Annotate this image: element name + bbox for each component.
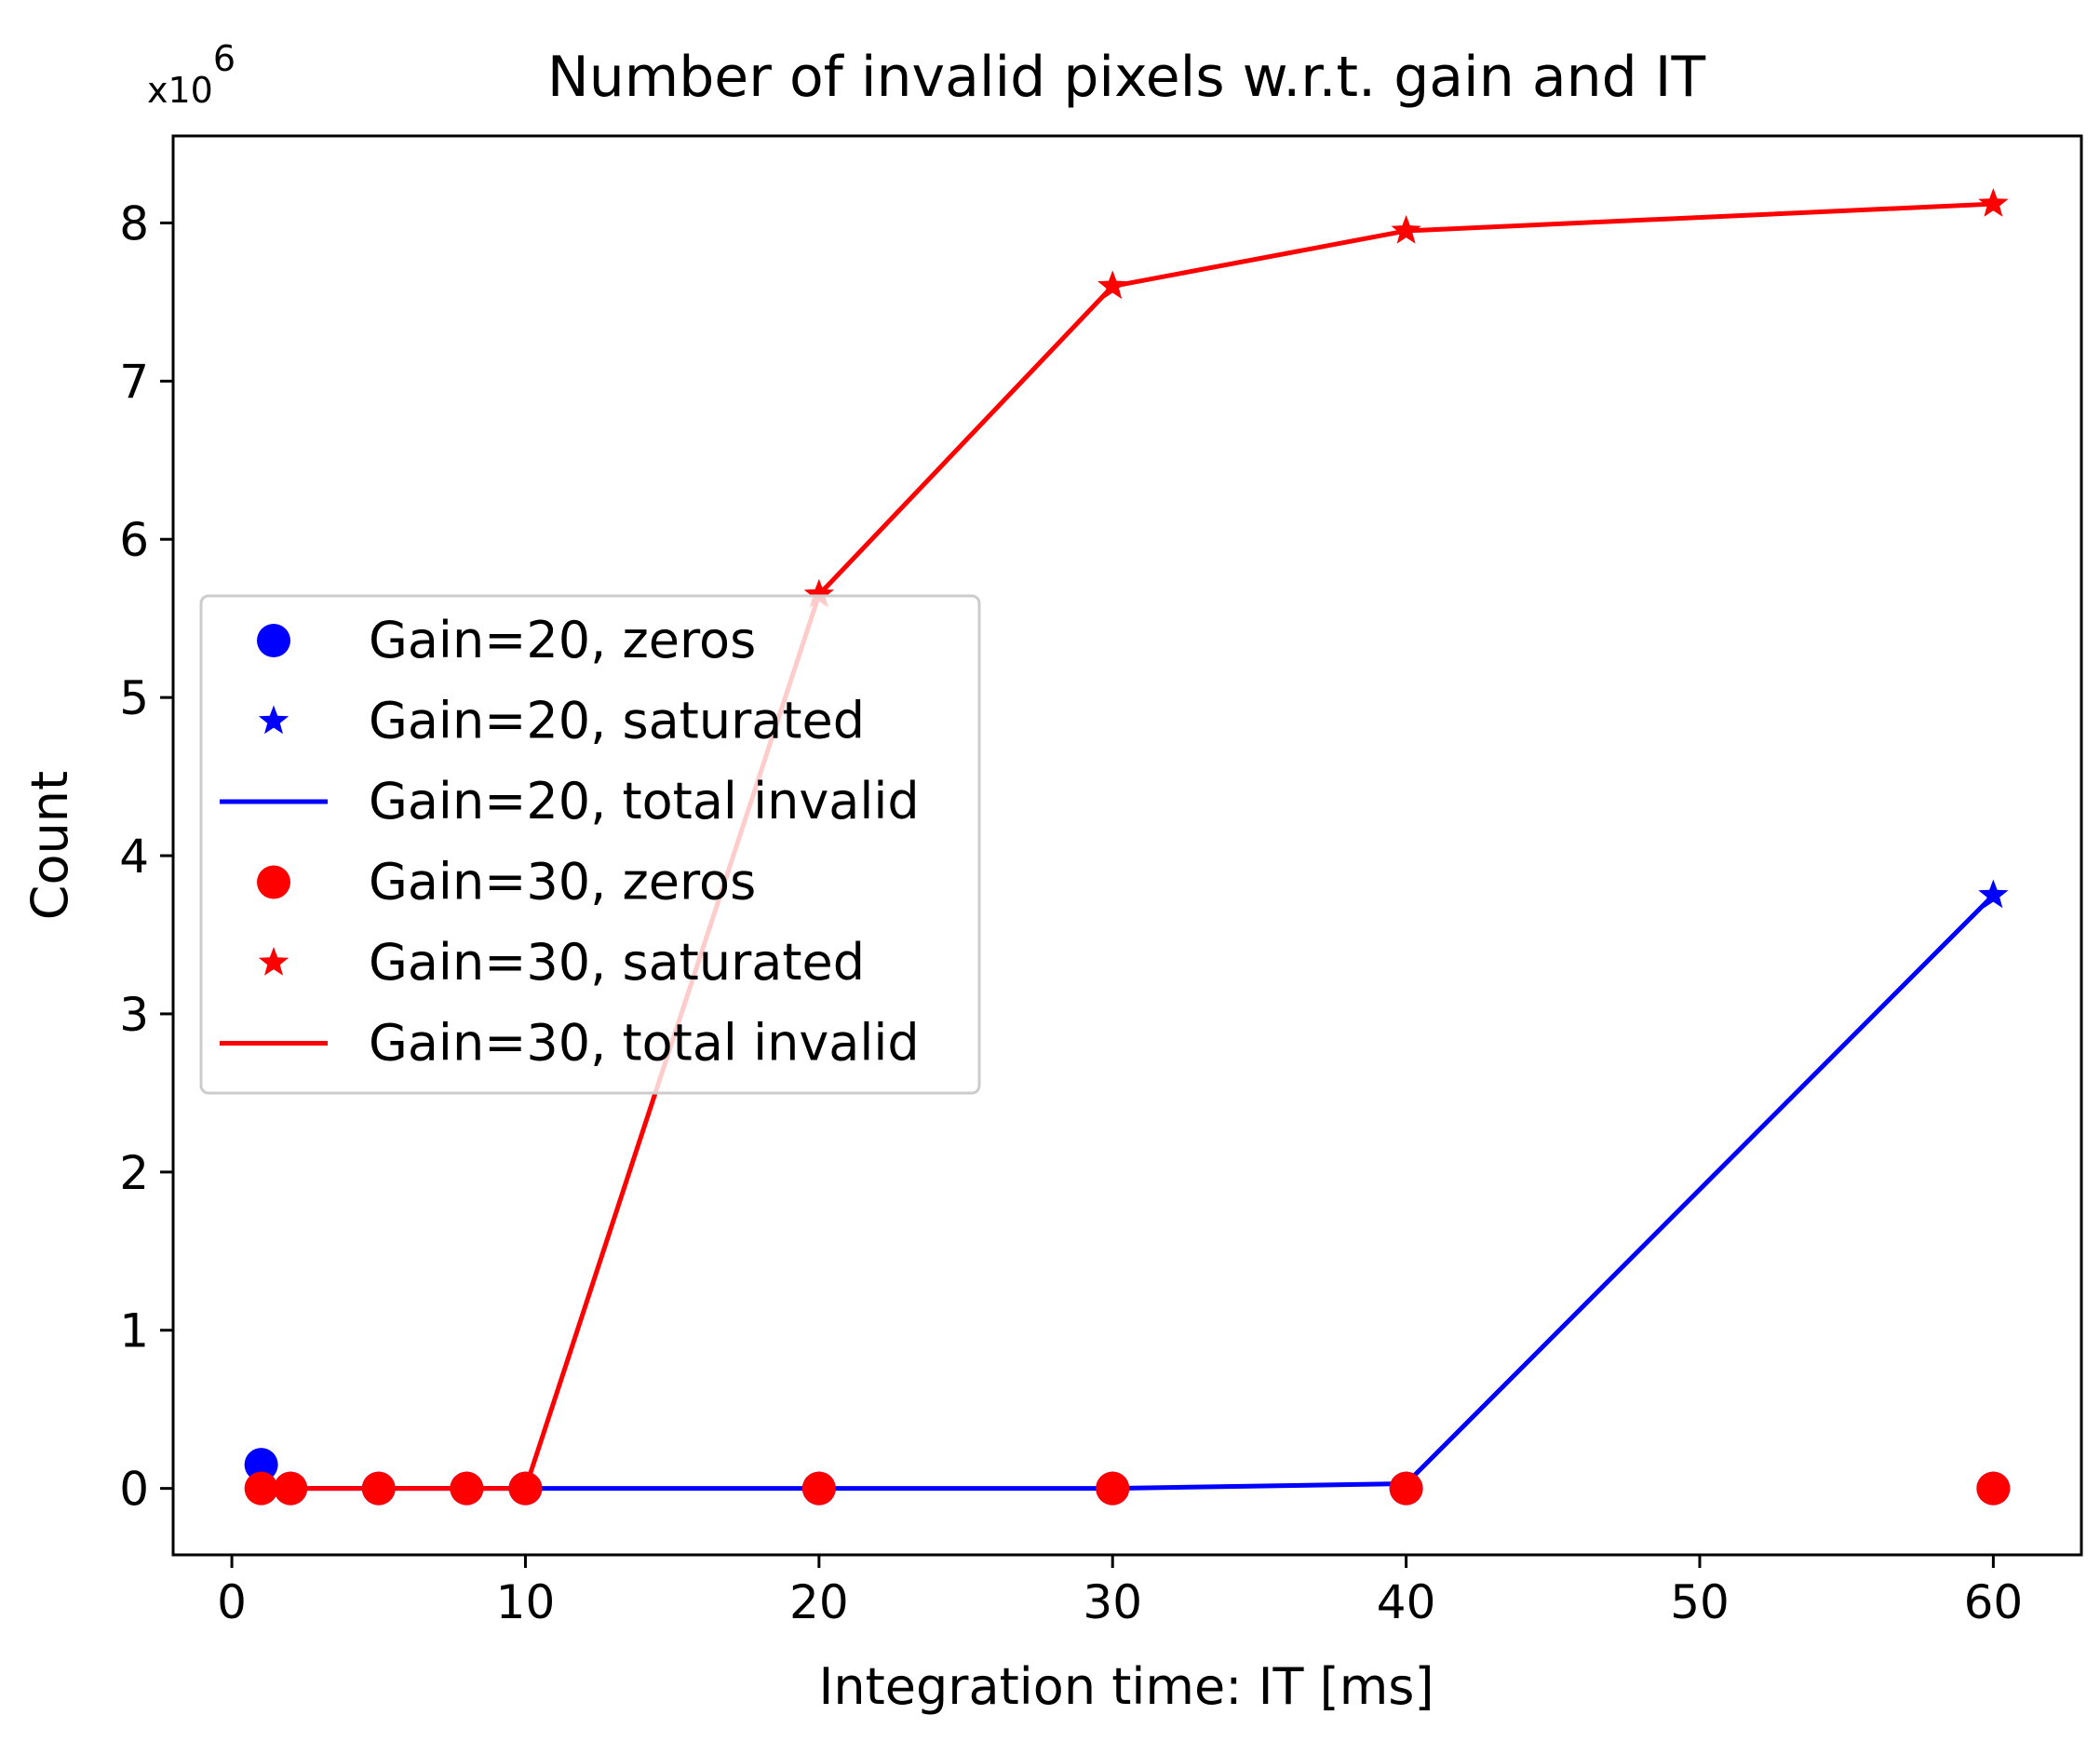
circle-marker: [1096, 1471, 1130, 1506]
x-tick-label: 40: [1377, 1575, 1436, 1629]
circle-marker: [274, 1471, 308, 1506]
legend-label: Gain=30, total invalid: [369, 1014, 920, 1073]
y-tick-label: 3: [119, 988, 149, 1042]
y-tick-label: 6: [119, 513, 149, 567]
legend-label: Gain=30, saturated: [369, 933, 865, 992]
x-tick-label: 20: [789, 1575, 849, 1629]
legend-star-handle: [258, 947, 289, 976]
legend-label: Gain=20, total invalid: [369, 772, 920, 830]
plot-frame: [171, 134, 2083, 1557]
y-tick-label: 2: [119, 1146, 149, 1200]
y-offset-label: x106: [147, 38, 236, 111]
chart-title: Number of invalid pixels w.r.t. gain and…: [547, 45, 1706, 110]
star-marker: [1978, 188, 2009, 217]
x-axis-label: Integration time: IT [ms]: [818, 1657, 1434, 1716]
legend-label: Gain=20, zeros: [369, 611, 756, 669]
x-tick-label: 50: [1670, 1575, 1730, 1629]
circle-marker: [1389, 1471, 1423, 1506]
star-marker: [803, 578, 835, 608]
x-tick-label: 10: [496, 1575, 556, 1629]
legend-frame: [199, 594, 981, 1095]
legend-label: Gain=30, zeros: [369, 853, 756, 912]
y-tick-label: 4: [119, 830, 149, 884]
circle-marker: [508, 1471, 543, 1506]
x-tick-label: 60: [1964, 1575, 2024, 1629]
x-tick-label: 0: [217, 1575, 247, 1629]
circle-marker: [1976, 1471, 2011, 1506]
axis-ticks: 0 10 20 30 40 50 60 0 1 2 3 4 5 6 7 8: [119, 196, 2023, 1629]
y-tick-label: 7: [119, 355, 149, 409]
circle-marker: [801, 1471, 836, 1506]
legend-circle-handle: [257, 865, 290, 899]
plot-series: [244, 188, 2011, 1506]
legend: Gain=20, zeros Gain=20, saturated Gain=20,…: [199, 594, 981, 1095]
y-offset-exponent: 6: [213, 38, 236, 79]
star-marker: [1391, 214, 1421, 244]
y-tick-label: 5: [119, 671, 149, 725]
y-tick-label: 1: [119, 1304, 149, 1358]
legend-label: Gain=20, saturated: [369, 692, 865, 750]
circle-marker: [244, 1448, 278, 1482]
star-marker: [1097, 270, 1128, 300]
star-marker: [1978, 879, 2009, 909]
y-tick-label: 8: [119, 196, 149, 250]
y-tick-label: 0: [119, 1463, 149, 1517]
legend-star-handle: [258, 705, 289, 735]
circle-marker: [450, 1471, 484, 1506]
legend-circle-handle: [257, 624, 290, 657]
circle-marker: [361, 1471, 396, 1506]
y-axis-label: Count: [20, 771, 79, 920]
x-tick-label: 30: [1083, 1575, 1142, 1629]
circle-marker: [244, 1471, 278, 1506]
